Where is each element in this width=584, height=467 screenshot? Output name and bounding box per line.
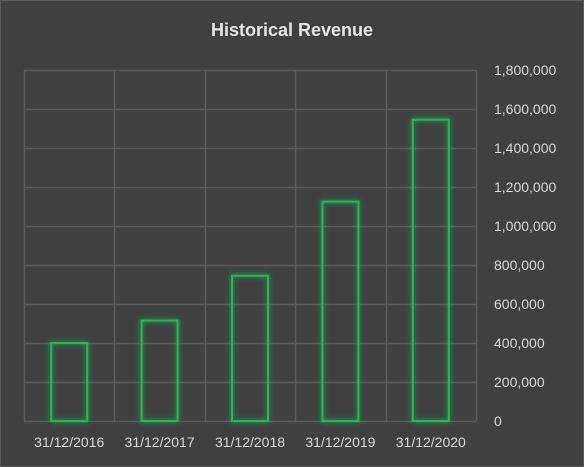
y-tick-label: 800,000: [494, 257, 545, 273]
y-tick-label: 1,400,000: [494, 140, 556, 156]
x-tick-label: 31/12/2016: [34, 434, 104, 450]
x-tick-label: 31/12/2017: [125, 434, 195, 450]
bars: [50, 118, 450, 423]
x-tick-label: 31/12/2018: [215, 434, 285, 450]
grid-lines: [23, 69, 478, 423]
y-tick-label: 1,600,000: [494, 101, 556, 117]
bar-31/12/2017: [140, 319, 179, 423]
y-tick-label: 0: [494, 413, 502, 429]
y-tick-label: 200,000: [494, 374, 545, 390]
x-tick-label: 31/12/2020: [396, 434, 466, 450]
y-axis-tick-labels: 0 200,000 400,000 600,000 800,000 1,000,000 1,…: [494, 62, 556, 429]
y-tick-label: 1,800,000: [494, 62, 556, 78]
y-tick-label: 1,200,000: [494, 179, 556, 195]
bar-31/12/2020: [411, 118, 450, 422]
y-tick-label: 400,000: [494, 335, 545, 351]
y-tick-label: 1,000,000: [494, 218, 556, 234]
x-axis-tick-labels: 31/12/2016 31/12/2017 31/12/2018 31/12/2019…: [34, 434, 466, 450]
x-tick-label: 31/12/2019: [305, 434, 375, 450]
chart-title: Historical Revenue: [210, 20, 374, 40]
bar-31/12/2019: [321, 200, 360, 422]
bar-31/12/2016: [50, 342, 89, 422]
bar-31/12/2018: [231, 274, 269, 422]
y-tick-label: 600,000: [494, 296, 545, 312]
